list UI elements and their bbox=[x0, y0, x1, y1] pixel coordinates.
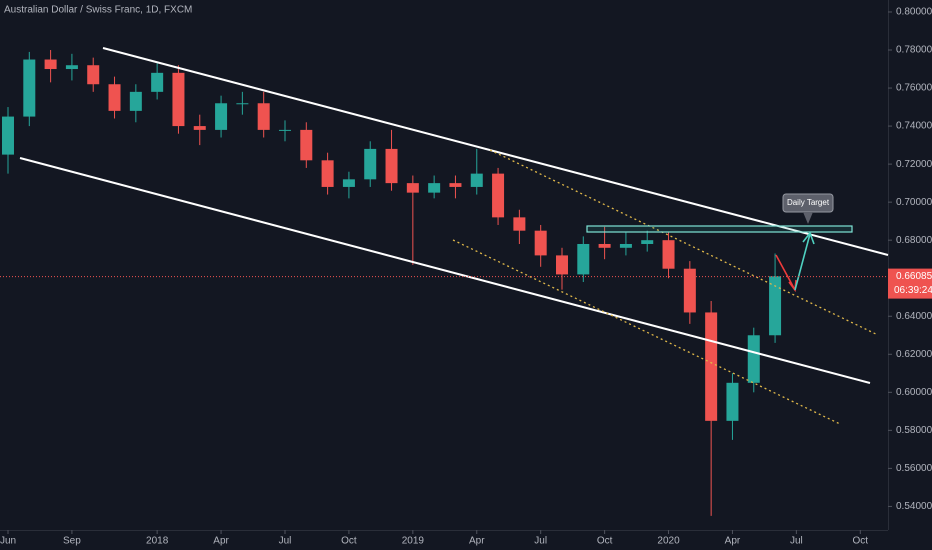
last-price-box bbox=[888, 268, 932, 299]
candle-body bbox=[513, 217, 526, 231]
y-tick-label: 0.72000 bbox=[896, 159, 932, 170]
candle-body bbox=[662, 240, 675, 269]
candle-body bbox=[300, 129, 313, 161]
candle-body bbox=[151, 72, 164, 92]
candle-body bbox=[577, 243, 590, 275]
candle-body bbox=[1, 116, 14, 155]
candle-body bbox=[23, 59, 36, 117]
inner-line-lower bbox=[452, 239, 841, 425]
candle-body bbox=[172, 72, 185, 127]
y-tick-label: 0.64000 bbox=[896, 311, 932, 322]
candle-body bbox=[492, 173, 505, 218]
x-tick-label: Apr bbox=[469, 536, 485, 547]
candle-body bbox=[215, 103, 228, 130]
x-tick-label: Jun bbox=[0, 536, 16, 547]
x-tick-label: 2020 bbox=[657, 536, 680, 547]
x-tick-label: Oct bbox=[853, 536, 869, 547]
candle-body bbox=[193, 126, 206, 130]
target-zone bbox=[586, 225, 853, 233]
candle-body bbox=[278, 129, 291, 131]
green-arrow bbox=[794, 233, 811, 291]
candle-body bbox=[65, 65, 78, 70]
y-tick-label: 0.76000 bbox=[896, 83, 932, 94]
candle-body bbox=[619, 243, 632, 248]
y-tick-label: 0.78000 bbox=[896, 45, 932, 56]
x-tick-label: Sep bbox=[63, 536, 81, 547]
candle-body bbox=[87, 65, 100, 85]
y-tick-label: 0.60000 bbox=[896, 387, 932, 398]
candle-body bbox=[44, 59, 57, 70]
x-tick-label: Oct bbox=[597, 536, 613, 547]
candle-body bbox=[108, 84, 121, 111]
countdown-label: 06:39:24 bbox=[894, 285, 932, 296]
channel-upper bbox=[102, 47, 889, 256]
candle-body bbox=[385, 148, 398, 184]
y-tick-label: 0.80000 bbox=[896, 7, 932, 18]
candle-body bbox=[769, 276, 782, 336]
candle-body bbox=[406, 183, 419, 193]
candle-body bbox=[641, 240, 654, 244]
y-tick-label: 0.68000 bbox=[896, 235, 932, 246]
x-tick-label: Jul bbox=[534, 536, 547, 547]
candle-body bbox=[598, 243, 611, 248]
x-tick-label: Apr bbox=[725, 536, 741, 547]
x-tick-label: 2019 bbox=[402, 536, 425, 547]
candle-body bbox=[534, 230, 547, 256]
callout-text: Daily Target bbox=[787, 198, 830, 207]
callout-pointer bbox=[803, 212, 813, 224]
x-tick-label: Oct bbox=[341, 536, 357, 547]
y-tick-label: 0.54000 bbox=[896, 501, 932, 512]
candle-body bbox=[683, 268, 696, 313]
candle-body bbox=[705, 312, 718, 421]
candle-body bbox=[342, 179, 355, 187]
candle-body bbox=[364, 148, 377, 180]
candle-body bbox=[321, 160, 334, 187]
candle-body bbox=[449, 183, 462, 187]
candle-body bbox=[747, 335, 760, 383]
y-tick-label: 0.70000 bbox=[896, 197, 932, 208]
candle-body bbox=[470, 173, 483, 187]
y-tick-label: 0.58000 bbox=[896, 425, 932, 436]
candle-body bbox=[236, 103, 249, 105]
last-price-label: 0.66085 bbox=[896, 271, 932, 282]
candle-body bbox=[257, 103, 270, 130]
candle-body bbox=[428, 183, 441, 193]
x-tick-label: Apr bbox=[213, 536, 229, 547]
green-arrow-head bbox=[802, 231, 815, 245]
x-tick-label: Jul bbox=[279, 536, 292, 547]
channel-lower bbox=[19, 157, 871, 384]
candle-body bbox=[555, 255, 568, 275]
red-arrow bbox=[775, 254, 796, 291]
x-tick-label: 2018 bbox=[146, 536, 169, 547]
chart-title: Australian Dollar / Swiss Franc, 1D, FXC… bbox=[4, 5, 192, 16]
y-tick-label: 0.62000 bbox=[896, 349, 932, 360]
plot bbox=[1, 50, 782, 516]
candle-body bbox=[726, 382, 739, 421]
y-tick-label: 0.74000 bbox=[896, 121, 932, 132]
x-tick-label: Jul bbox=[790, 536, 803, 547]
inner-line-upper bbox=[489, 149, 879, 336]
y-tick-label: 0.56000 bbox=[896, 463, 932, 474]
candle-body bbox=[129, 91, 142, 111]
